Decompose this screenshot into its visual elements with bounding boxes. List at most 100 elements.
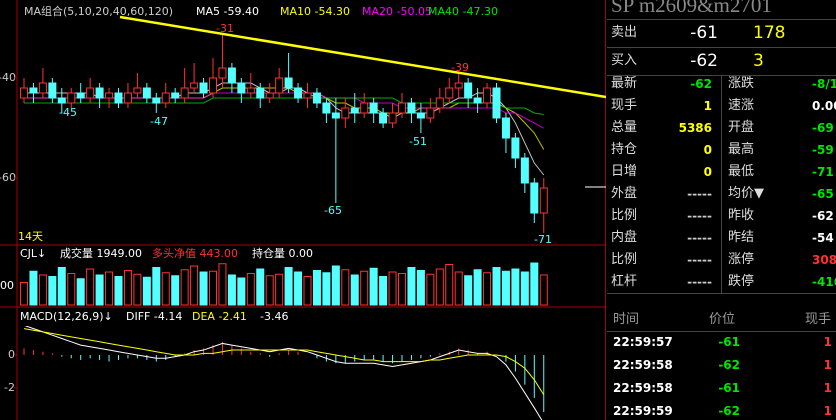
candle-body xyxy=(218,67,227,79)
volume-bar xyxy=(492,267,501,306)
ma-name: MA10 xyxy=(280,5,311,18)
volume-bar xyxy=(360,270,369,306)
volume-bar xyxy=(218,263,227,306)
field-value: -59 xyxy=(812,143,834,157)
field-label: 比例 xyxy=(611,208,638,223)
field-label: 开盘 xyxy=(728,120,755,135)
quote-panel: SP m2609&m2701 卖出 -61 178 买入 -62 3 最新 -62 涨跌 -8/1… xyxy=(607,0,836,420)
candle-body xyxy=(539,187,548,214)
candle-body xyxy=(511,137,520,159)
ma-line xyxy=(24,97,544,115)
price-annotation: -65 xyxy=(324,204,342,217)
book-label: 买入 xyxy=(611,53,638,68)
volume-bar xyxy=(369,267,378,306)
field-value: -71 xyxy=(812,165,834,179)
candle-body xyxy=(199,82,208,94)
volume-bar xyxy=(76,278,85,306)
field-label: 外盘 xyxy=(611,186,638,201)
volume-item: 多头净值 443.00 xyxy=(152,246,238,260)
trade-time: 22:59:58 xyxy=(613,381,673,395)
candle-body xyxy=(426,107,435,119)
price-annotation: -51 xyxy=(409,135,427,148)
candle-body xyxy=(256,87,265,99)
volume-bar xyxy=(501,270,510,306)
volume-bar xyxy=(303,276,312,306)
ma-number: -47.30 xyxy=(463,5,498,18)
field-value: ----- xyxy=(687,231,712,245)
volume-bar xyxy=(161,272,170,306)
candle-body xyxy=(284,77,293,89)
volume-bar xyxy=(180,269,189,306)
candle-body xyxy=(246,87,255,94)
separator xyxy=(607,47,836,48)
candle-body xyxy=(492,87,501,119)
volume-bar xyxy=(445,264,454,306)
candle-body xyxy=(407,102,416,114)
field-label: 杠杆 xyxy=(611,274,638,289)
trade-price: -62 xyxy=(718,404,740,418)
field-value: 0.00% xyxy=(812,99,836,113)
volume-bar xyxy=(133,273,142,306)
macd-panel xyxy=(23,326,545,420)
candle-body xyxy=(398,102,406,114)
candle-body xyxy=(209,77,217,94)
candle-body xyxy=(379,112,388,124)
book-price: -62 xyxy=(690,51,718,71)
volume-bar xyxy=(20,282,28,306)
candle-body xyxy=(341,107,350,119)
volume-bar xyxy=(379,276,388,306)
trade-qty: 1 xyxy=(823,335,832,349)
ma-name: MA5 xyxy=(196,5,220,18)
candle-body xyxy=(501,117,510,139)
field-label: 最高 xyxy=(728,142,755,157)
candle-body xyxy=(464,82,473,99)
field-label: 昨结 xyxy=(728,230,755,245)
volume-item: 持仓量 0.00 xyxy=(252,246,313,260)
field-value: 0 xyxy=(703,143,712,157)
dea-line xyxy=(23,328,545,396)
candle-body xyxy=(331,112,340,119)
candle-body xyxy=(435,97,444,109)
candle-body xyxy=(303,92,312,99)
ma-name: MA20 xyxy=(362,5,393,18)
candle-body xyxy=(29,87,38,94)
field-label: 涨停 xyxy=(728,252,755,267)
trade-header: 价位 xyxy=(709,312,736,327)
price-annotation: -39 xyxy=(451,61,469,74)
candle-body xyxy=(350,107,359,114)
candle-body xyxy=(48,82,57,99)
volume-bar xyxy=(511,268,520,306)
volume-bar xyxy=(265,275,274,306)
ma-value: MA20 -50.05 xyxy=(362,5,432,18)
book-price: -61 xyxy=(690,23,718,43)
candle-body xyxy=(105,92,114,99)
volume-bar xyxy=(48,276,57,306)
trade-time: 22:59:57 xyxy=(613,335,673,349)
volume-bar xyxy=(67,273,76,306)
separator xyxy=(607,19,836,20)
volume-bar xyxy=(237,277,246,306)
candle-body xyxy=(369,102,378,114)
candle-body xyxy=(454,82,463,89)
volume-bar xyxy=(275,273,284,306)
volume-bar xyxy=(322,272,331,306)
field-label: 持仓 xyxy=(611,142,638,157)
trade-price: -61 xyxy=(718,381,740,395)
candle-body xyxy=(133,87,142,94)
candle-body xyxy=(180,87,189,99)
volume-bar xyxy=(57,267,66,306)
volume-bar xyxy=(227,274,236,306)
candle-body xyxy=(171,92,180,99)
volume-bar xyxy=(95,274,104,306)
candle-body xyxy=(123,92,132,104)
ma-value: MA40 -47.30 xyxy=(428,5,498,18)
volume-item: 成交量 1949.00 xyxy=(60,246,142,260)
candle-body xyxy=(95,87,104,99)
macd-tick-label: -2 xyxy=(4,381,15,394)
macd-item: -3.46 xyxy=(260,310,288,323)
macd-tick-label: 0 xyxy=(8,348,15,361)
price-tick-label: -60 xyxy=(0,171,16,184)
field-label: 涨跌 xyxy=(728,76,755,91)
volume-bar xyxy=(209,270,217,306)
candle-body xyxy=(388,112,397,124)
